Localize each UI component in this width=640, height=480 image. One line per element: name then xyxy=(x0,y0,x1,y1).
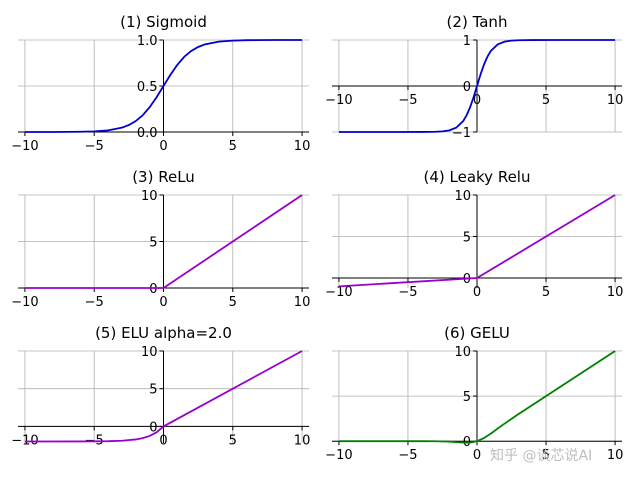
chart-title: (6) GELU xyxy=(444,324,510,342)
x-tick-label: 0 xyxy=(473,93,481,108)
x-tick-label: −10 xyxy=(11,295,38,310)
series-line xyxy=(338,350,616,444)
y-tick-label: 10 xyxy=(454,345,471,360)
x-tick-label: 5 xyxy=(229,433,237,448)
x-tick-label: −5 xyxy=(398,285,417,300)
x-tick-label: 0 xyxy=(159,295,167,310)
x-tick-label: 10 xyxy=(294,295,311,310)
chart-title: (1) Sigmoid xyxy=(120,13,207,31)
series-line xyxy=(24,194,303,289)
x-tick-label: −10 xyxy=(325,93,352,108)
y-tick-label: 5 xyxy=(463,390,471,405)
chart-title: (3) ReLu xyxy=(132,168,195,186)
panel-1: −10 −5 0 5 10 0.0 0.5 1.0 (1) Sigmoid xyxy=(11,13,310,154)
y-tick-label: 10 xyxy=(454,189,471,204)
chart-title: (5) ELU alpha=2.0 xyxy=(95,324,232,342)
x-tick-label: 10 xyxy=(294,433,311,448)
x-tick-label: −5 xyxy=(398,448,417,463)
y-tick-label: 0 xyxy=(149,282,157,297)
chart-title: (2) Tanh xyxy=(447,13,508,31)
series-line xyxy=(338,194,616,288)
y-tick-label: 5 xyxy=(149,236,157,251)
series-line xyxy=(338,39,616,133)
panel-3: −10 −5 0 5 10 0 5 10 (3) ReLu xyxy=(11,168,310,310)
y-tick-label: 0.0 xyxy=(137,126,158,141)
y-tick-label: 0.5 xyxy=(137,80,158,95)
x-tick-label: 10 xyxy=(607,93,624,108)
x-tick-label: −10 xyxy=(11,433,38,448)
x-tick-label: −5 xyxy=(85,295,104,310)
y-tick-label: 5 xyxy=(149,383,157,398)
x-tick-label: −10 xyxy=(325,448,352,463)
x-tick-label: −5 xyxy=(398,93,417,108)
y-tick-label: 10 xyxy=(141,345,158,360)
x-tick-label: 5 xyxy=(542,93,550,108)
x-tick-label: 10 xyxy=(607,285,624,300)
chart-title: (4) Leaky Relu xyxy=(424,168,531,186)
x-tick-label: 10 xyxy=(294,139,311,154)
x-tick-label: 0 xyxy=(159,433,167,448)
panel-2: −10 −5 0 5 10−101(2) Tanh xyxy=(325,13,623,141)
x-tick-label: 0 xyxy=(159,139,167,154)
x-tick-label: 5 xyxy=(542,285,550,300)
x-tick-label: 5 xyxy=(542,448,550,463)
x-tick-label: 10 xyxy=(607,448,624,463)
x-tick-label: 5 xyxy=(229,139,237,154)
series-line xyxy=(24,350,303,443)
series-line xyxy=(24,39,303,133)
y-tick-label: 0 xyxy=(463,80,471,95)
y-tick-label: −1 xyxy=(452,126,471,141)
x-tick-label: −10 xyxy=(325,285,352,300)
x-tick-label: −5 xyxy=(85,139,104,154)
x-tick-label: 5 xyxy=(229,295,237,310)
x-tick-label: −10 xyxy=(11,139,38,154)
y-tick-label: 1 xyxy=(463,34,471,49)
x-tick-label: 0 xyxy=(473,285,481,300)
y-tick-label: 10 xyxy=(141,189,158,204)
y-tick-label: 1.0 xyxy=(137,34,158,49)
y-tick-label: 0 xyxy=(149,420,157,435)
watermark: 知乎 @谈芯说AI xyxy=(490,447,592,464)
y-tick-label: 5 xyxy=(463,231,471,246)
x-tick-label: 0 xyxy=(473,448,481,463)
